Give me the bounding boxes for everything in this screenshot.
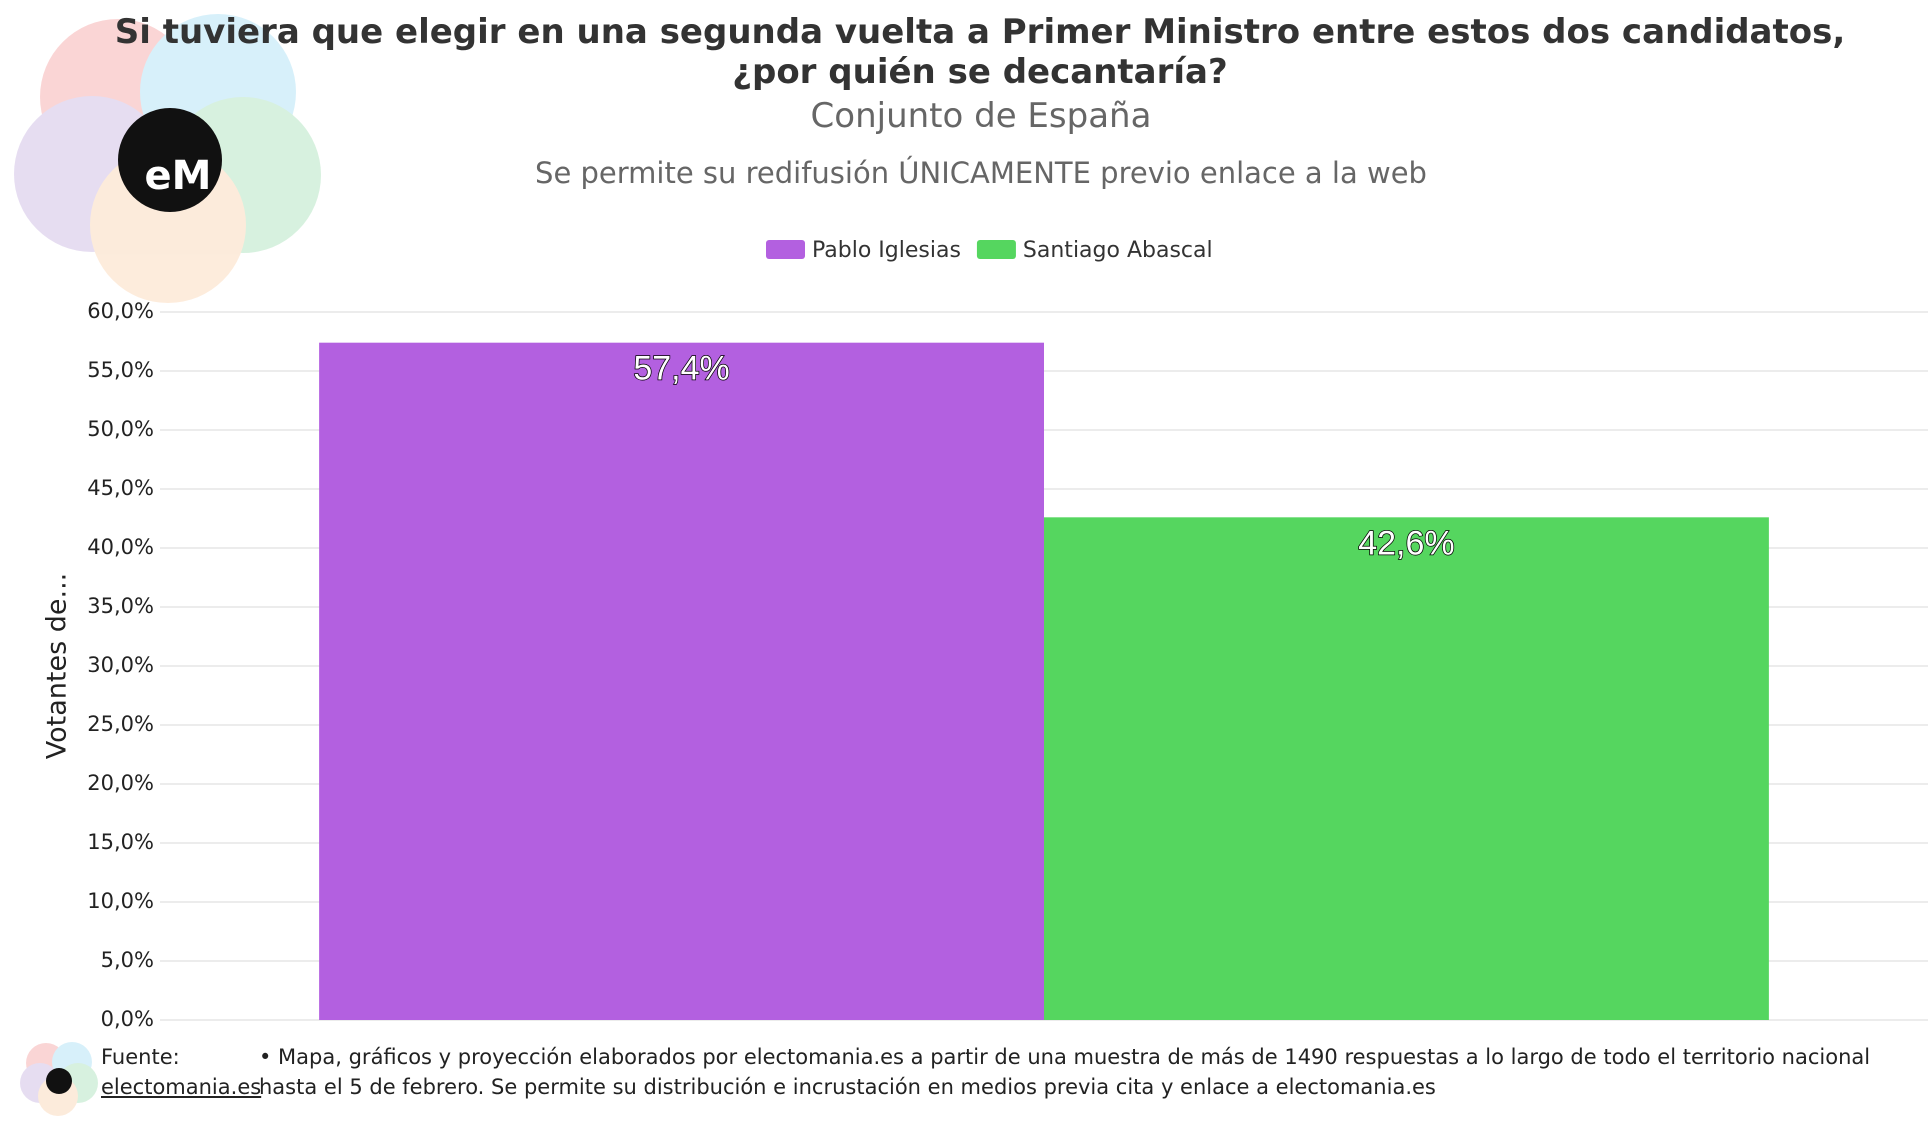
y-tick-label: 0,0% (101, 1007, 154, 1031)
bar-value-label: 42,6% (1358, 524, 1454, 562)
logo-text: eM (145, 153, 212, 199)
chart-title: Si tuviera que elegir en una segunda vue… (114, 12, 1846, 92)
y-tick-label: 15,0% (87, 830, 154, 854)
legend-label: Santiago Abascal (1023, 238, 1213, 263)
chart-note: Se permite su redifusión ÚNICAMENTE prev… (535, 156, 1427, 190)
legend-label: Pablo Iglesias (812, 238, 961, 263)
bar (1044, 517, 1769, 1020)
logo-badge (118, 108, 222, 212)
y-tick-label: 20,0% (87, 771, 154, 795)
y-tick-label: 45,0% (87, 476, 154, 500)
source-label: Fuente: (101, 1045, 180, 1069)
chart-subtitle: Conjunto de España (810, 96, 1152, 136)
y-tick-label: 50,0% (87, 417, 154, 441)
y-tick-label: 30,0% (87, 653, 154, 677)
y-tick-label: 40,0% (87, 535, 154, 559)
legend-swatch (976, 240, 1016, 259)
y-tick-label: 5,0% (101, 948, 154, 972)
source-link[interactable]: electomania.es (101, 1075, 262, 1099)
y-axis-label: Votantes de... (42, 573, 73, 759)
bar-value-label: 57,4% (633, 350, 729, 388)
y-tick-label: 10,0% (87, 889, 154, 913)
y-tick-label: 25,0% (87, 712, 154, 736)
footer-text: • Mapa, gráficos y proyección elaborados… (259, 1045, 1871, 1099)
footer-logo-badge (46, 1068, 72, 1094)
bar (319, 342, 1044, 1020)
y-tick-label: 35,0% (87, 594, 154, 618)
legend-swatch (766, 240, 805, 259)
y-tick-label: 55,0% (87, 358, 154, 382)
y-tick-label: 60,0% (87, 299, 154, 323)
